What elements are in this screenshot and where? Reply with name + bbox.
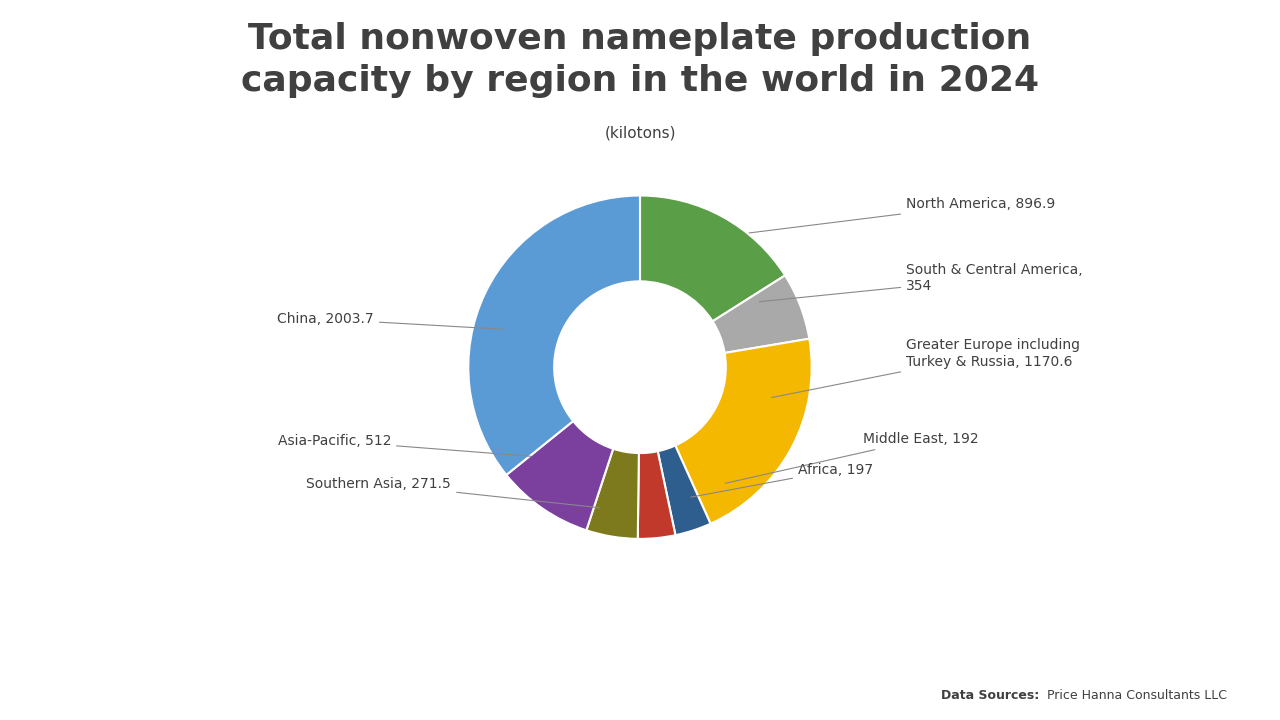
Text: North America, 896.9: North America, 896.9 bbox=[749, 197, 1056, 233]
Text: Southern Asia, 271.5: Southern Asia, 271.5 bbox=[306, 477, 599, 508]
Wedge shape bbox=[586, 449, 639, 539]
Text: Africa, 197: Africa, 197 bbox=[691, 463, 873, 498]
Wedge shape bbox=[468, 196, 640, 475]
Text: Price Hanna Consultants LLC: Price Hanna Consultants LLC bbox=[1039, 689, 1228, 702]
Wedge shape bbox=[637, 451, 676, 539]
Wedge shape bbox=[676, 338, 812, 523]
Text: South & Central America,
354: South & Central America, 354 bbox=[759, 263, 1083, 302]
Text: Data Sources:: Data Sources: bbox=[941, 689, 1039, 702]
Text: Asia-Pacific, 512: Asia-Pacific, 512 bbox=[278, 434, 531, 456]
Wedge shape bbox=[658, 446, 710, 535]
Text: Middle East, 192: Middle East, 192 bbox=[726, 432, 979, 483]
Text: (kilotons): (kilotons) bbox=[604, 126, 676, 141]
Wedge shape bbox=[640, 196, 785, 321]
Wedge shape bbox=[713, 276, 809, 353]
Wedge shape bbox=[507, 421, 613, 531]
Text: China, 2003.7: China, 2003.7 bbox=[278, 312, 503, 329]
Text: Greater Europe including
Turkey & Russia, 1170.6: Greater Europe including Turkey & Russia… bbox=[772, 338, 1080, 397]
Text: Total nonwoven nameplate production
capacity by region in the world in 2024: Total nonwoven nameplate production capa… bbox=[241, 22, 1039, 98]
